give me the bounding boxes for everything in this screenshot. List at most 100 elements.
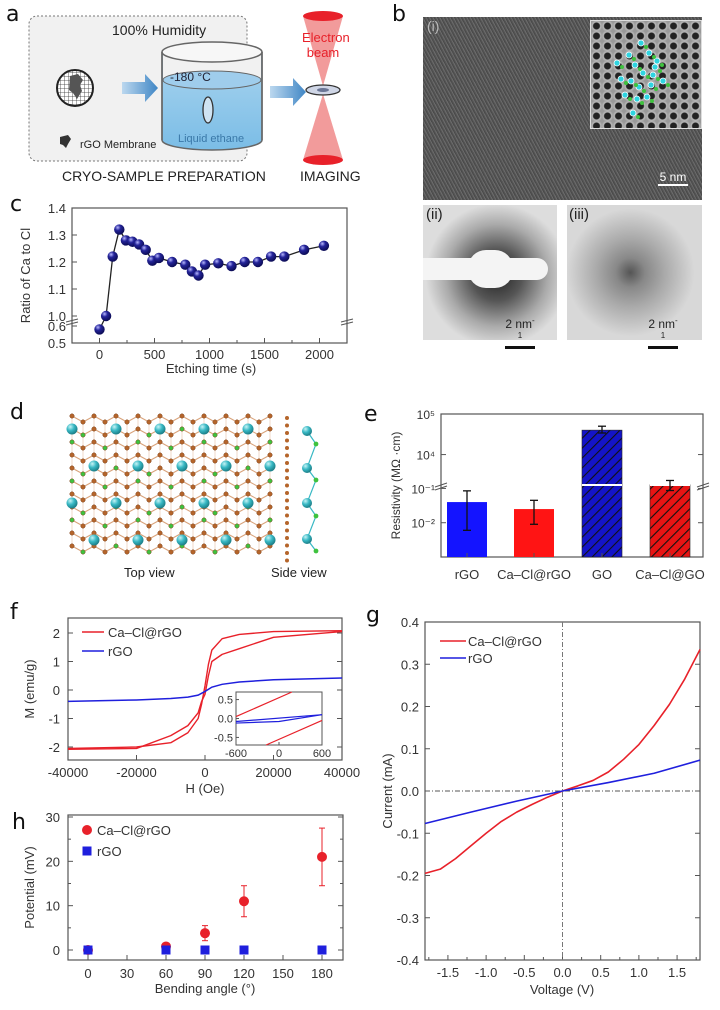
c-atom xyxy=(146,497,152,503)
c-atom xyxy=(190,510,196,516)
cl-atom-marker xyxy=(632,57,636,61)
cl-atom xyxy=(80,549,86,555)
y-axis-label: Potential (mV) xyxy=(22,846,37,928)
side-ca-atom xyxy=(302,534,312,544)
cl-atom xyxy=(212,510,218,516)
c-atom xyxy=(102,510,108,516)
c-atom xyxy=(69,452,75,458)
side-c-atom xyxy=(285,476,289,480)
cl-atom xyxy=(102,484,108,490)
cl-atom-marker xyxy=(656,77,660,81)
cl-atom xyxy=(212,432,218,438)
c-atom xyxy=(102,432,108,438)
c-atom xyxy=(168,549,174,555)
c-atom xyxy=(124,497,130,503)
ca-atom xyxy=(220,460,232,472)
axis-break-left xyxy=(65,318,79,326)
c-atom xyxy=(179,452,185,458)
y-tick-label: 20 xyxy=(46,854,60,869)
cl-atom xyxy=(201,478,207,484)
c-atom xyxy=(256,497,262,503)
side-cl-atom xyxy=(313,441,319,447)
c-atom xyxy=(179,491,185,497)
side-c-atom xyxy=(285,551,289,555)
c-atom xyxy=(91,478,97,484)
side-c-atom xyxy=(285,431,289,435)
cl-atom-marker xyxy=(650,99,654,103)
y-axis-label: Ratio of Ca to Cl xyxy=(18,228,33,323)
cl-atom-marker xyxy=(620,65,624,69)
legend-label: Ca–Cl@rGO xyxy=(468,634,542,649)
c-atom xyxy=(124,523,130,529)
c-atom xyxy=(102,536,108,542)
ca-atom xyxy=(220,534,232,546)
y-tick-label: 0.0 xyxy=(401,784,419,799)
cl-atom xyxy=(113,543,119,549)
c-atom xyxy=(102,458,108,464)
series-line-rgo xyxy=(67,677,343,703)
cl-atom-marker xyxy=(652,55,656,59)
c-atom xyxy=(223,517,229,523)
bar xyxy=(649,484,691,558)
c-atom xyxy=(135,426,141,432)
c-atom xyxy=(135,452,141,458)
top-view-label: Top view xyxy=(124,565,175,580)
cl-atom xyxy=(69,478,75,484)
c-atom xyxy=(190,432,196,438)
data-point xyxy=(114,224,125,235)
ca-atom xyxy=(110,497,122,509)
c-atom xyxy=(212,458,218,464)
ca-atom xyxy=(264,534,276,546)
side-c-atom xyxy=(285,528,289,533)
y-tick-label: 1.2 xyxy=(48,255,66,270)
x-tick-label: 60 xyxy=(159,966,173,981)
arrow-icon-2 xyxy=(270,78,306,106)
ca-atom xyxy=(198,497,210,509)
cl-atom xyxy=(245,543,251,549)
c-atom xyxy=(80,445,86,451)
c-atom xyxy=(256,432,262,438)
cl-atom-marker xyxy=(658,69,662,73)
x-tick-label: 180 xyxy=(311,966,333,981)
c-atom xyxy=(234,419,240,425)
data-point-rgo xyxy=(317,945,327,955)
c-atom xyxy=(267,426,273,432)
c-atom xyxy=(146,445,152,451)
ca-atom xyxy=(242,497,254,509)
x-tick-label: Ca–Cl@rGO xyxy=(497,567,571,582)
data-point-ca-cl-rgo xyxy=(317,851,327,862)
ca-atom-marker xyxy=(631,61,639,69)
cl-atom xyxy=(179,504,185,510)
y-axis-label: M (emu/g) xyxy=(22,659,37,718)
ca-atom-marker xyxy=(643,93,651,101)
side-c-atom xyxy=(285,543,289,548)
c-atom xyxy=(157,517,163,523)
cl-atom xyxy=(234,484,240,490)
ca-atom xyxy=(154,497,166,509)
x-tick-label: 90 xyxy=(198,966,212,981)
side-c-atom xyxy=(285,416,289,420)
data-point-ca-cl-rgo xyxy=(200,928,210,939)
y-tick-label: 0.5 xyxy=(48,336,66,351)
scalebar-ii-exp: -1 xyxy=(517,316,535,340)
data-point xyxy=(265,251,277,262)
c-atom xyxy=(256,471,262,477)
side-cl-atom xyxy=(313,477,319,483)
rgo-membrane-label: rGO Membrane xyxy=(80,139,157,151)
series-line-ca-cl-rgo-down xyxy=(67,630,343,750)
c-atom xyxy=(245,517,251,523)
c-atom xyxy=(91,517,97,523)
c-atom xyxy=(234,471,240,477)
cl-atom xyxy=(201,439,207,445)
c-atom xyxy=(146,523,152,529)
y-tick-label: -2 xyxy=(48,740,60,755)
legend-label: Ca–Cl@rGO xyxy=(97,823,171,838)
panel-label-d: d xyxy=(10,400,24,425)
ca-atom-marker xyxy=(649,71,657,79)
legend-label: rGO xyxy=(468,651,493,666)
scalebar-ii: 2 nm-1 xyxy=(505,316,535,349)
